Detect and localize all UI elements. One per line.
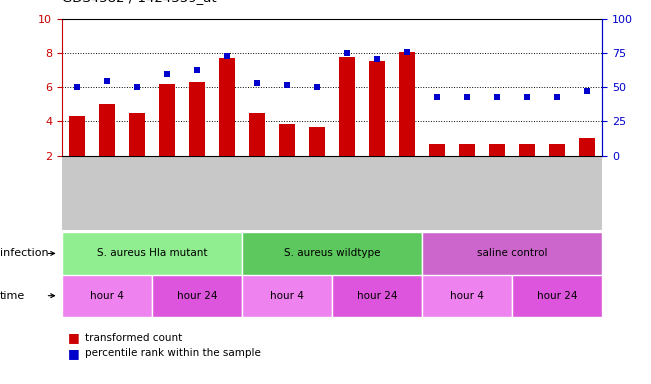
Bar bbox=[368, 61, 385, 156]
Point bbox=[552, 94, 562, 100]
Point bbox=[462, 94, 473, 100]
Bar bbox=[429, 144, 445, 156]
Point bbox=[282, 81, 292, 88]
Bar bbox=[249, 113, 265, 156]
Point bbox=[72, 84, 82, 91]
Bar bbox=[129, 113, 145, 156]
Point bbox=[522, 94, 533, 100]
Point bbox=[582, 88, 592, 94]
Bar bbox=[242, 275, 332, 317]
Bar bbox=[68, 116, 85, 156]
Bar bbox=[242, 232, 422, 275]
Text: transformed count: transformed count bbox=[85, 333, 182, 343]
Bar bbox=[422, 232, 602, 275]
Text: percentile rank within the sample: percentile rank within the sample bbox=[85, 348, 260, 358]
Bar bbox=[152, 275, 242, 317]
Text: hour 24: hour 24 bbox=[537, 291, 577, 301]
Point bbox=[161, 71, 172, 77]
Bar bbox=[519, 144, 535, 156]
Bar bbox=[159, 84, 175, 156]
Text: hour 24: hour 24 bbox=[357, 291, 397, 301]
Bar bbox=[219, 58, 235, 156]
Bar bbox=[549, 144, 566, 156]
Bar bbox=[489, 144, 505, 156]
Text: hour 4: hour 4 bbox=[90, 291, 124, 301]
Point bbox=[252, 80, 262, 86]
Bar bbox=[579, 139, 596, 156]
Point bbox=[342, 50, 352, 56]
Point bbox=[312, 84, 322, 91]
Bar bbox=[399, 51, 415, 156]
Bar bbox=[62, 275, 152, 317]
Text: infection: infection bbox=[0, 248, 49, 258]
Point bbox=[222, 53, 232, 59]
Text: ■: ■ bbox=[68, 347, 80, 360]
Text: saline control: saline control bbox=[477, 248, 547, 258]
Text: S. aureus Hla mutant: S. aureus Hla mutant bbox=[96, 248, 207, 258]
Bar bbox=[309, 127, 326, 156]
Point bbox=[402, 49, 412, 55]
Bar bbox=[459, 144, 475, 156]
Text: hour 24: hour 24 bbox=[176, 291, 217, 301]
Bar bbox=[422, 275, 512, 317]
Text: GDS4582 / 1424339_at: GDS4582 / 1424339_at bbox=[62, 0, 217, 4]
Text: S. aureus wildtype: S. aureus wildtype bbox=[284, 248, 380, 258]
Bar bbox=[62, 232, 242, 275]
Point bbox=[102, 78, 112, 84]
Text: time: time bbox=[0, 291, 25, 301]
Point bbox=[132, 84, 142, 91]
Bar bbox=[332, 275, 422, 317]
Point bbox=[492, 94, 503, 100]
Bar bbox=[512, 275, 602, 317]
Text: ■: ■ bbox=[68, 331, 80, 344]
Bar bbox=[279, 124, 296, 156]
Point bbox=[432, 94, 442, 100]
Point bbox=[191, 66, 202, 73]
Bar bbox=[98, 104, 115, 156]
Bar bbox=[339, 57, 355, 156]
Point bbox=[372, 56, 382, 62]
Bar bbox=[189, 82, 205, 156]
Text: hour 4: hour 4 bbox=[450, 291, 484, 301]
Text: hour 4: hour 4 bbox=[270, 291, 304, 301]
